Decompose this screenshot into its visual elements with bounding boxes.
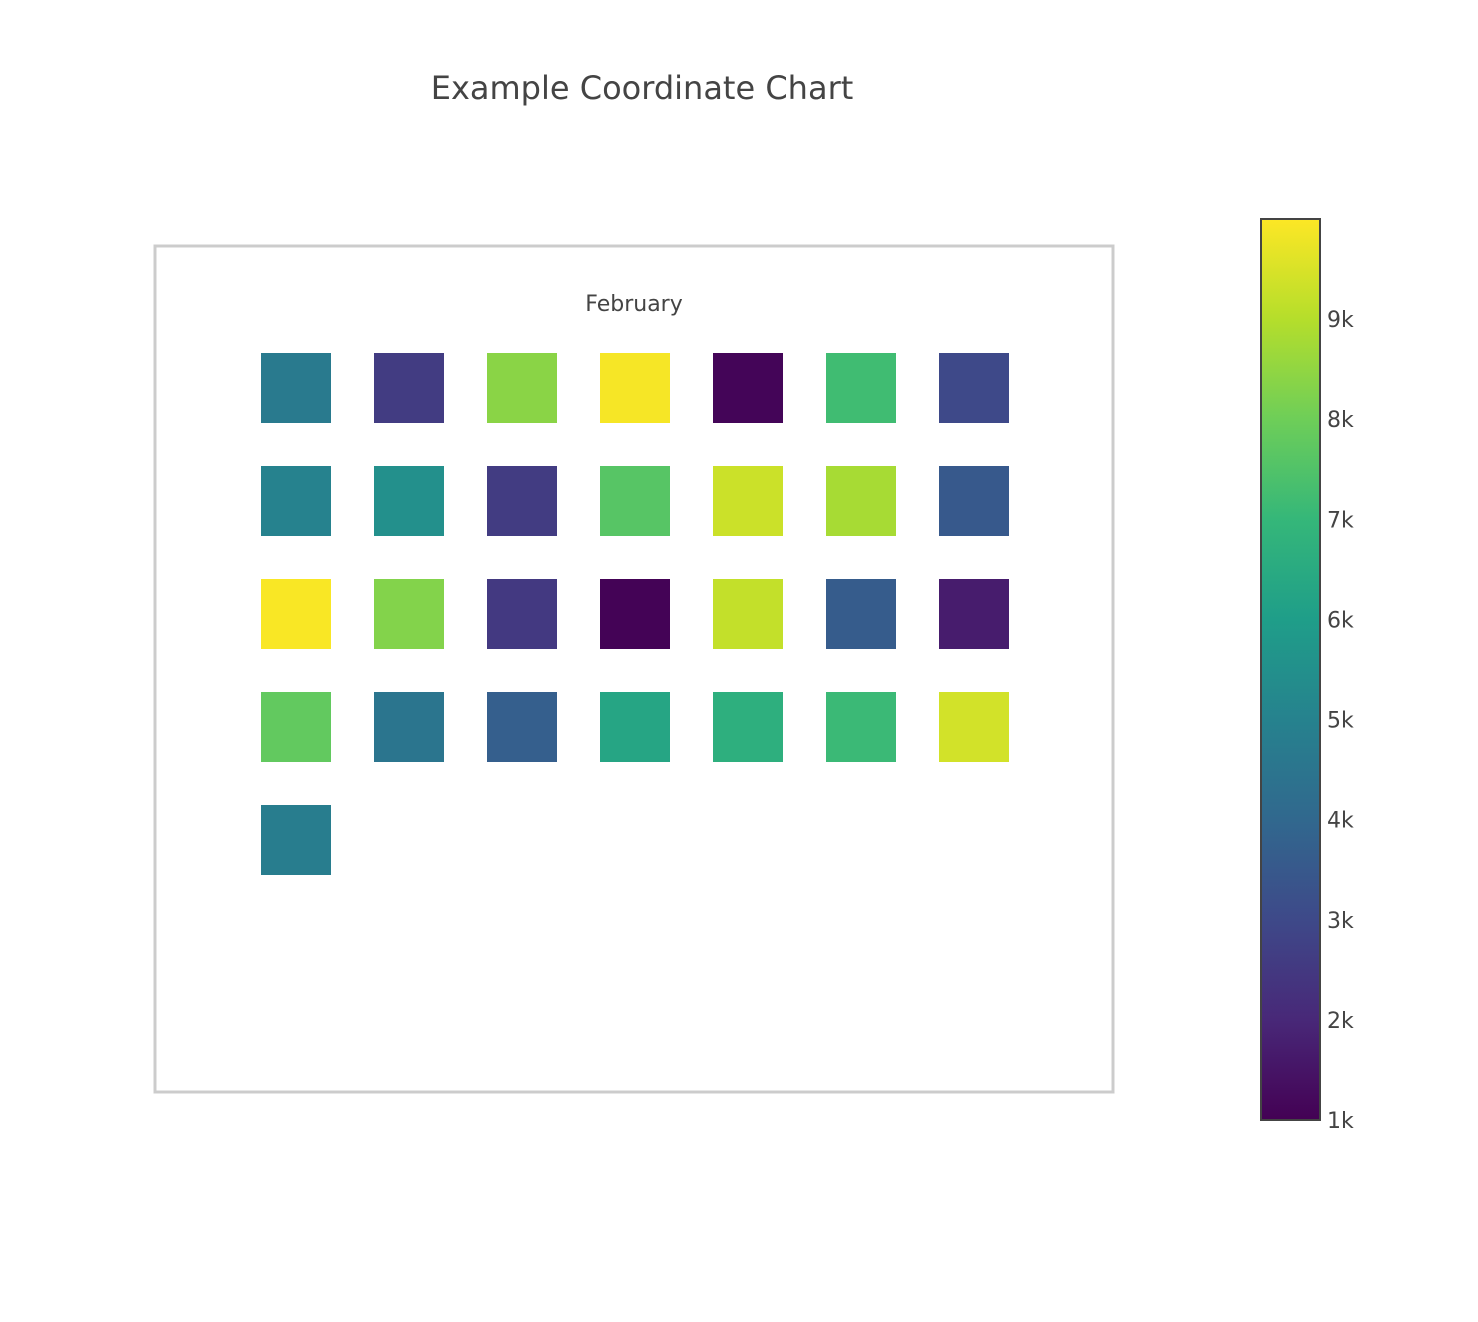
colorbar-tick-label: 8k [1327, 408, 1354, 433]
colorbar-tick-label: 5k [1327, 709, 1354, 734]
heatmap-cell [600, 353, 670, 423]
colorbar-tick-label: 6k [1327, 608, 1354, 633]
colorbar-ticks: 1k 2k 3k 4k 5k 6k 7k 8k 9k [1327, 308, 1354, 1134]
heatmap-cell [939, 353, 1009, 423]
heatmap-cell [487, 692, 557, 762]
heatmap-cell [713, 692, 783, 762]
colorbar-tick-label: 7k [1327, 508, 1354, 533]
heatmap-cell [487, 466, 557, 536]
heatmap-cell [713, 579, 783, 649]
heatmap-cell [939, 466, 1009, 536]
colorbar-tick-label: 4k [1327, 809, 1354, 834]
heatmap-cell [261, 353, 331, 423]
heatmap-cell [826, 466, 896, 536]
colorbar-tick-label: 1k [1327, 1109, 1354, 1134]
heatmap-cell [713, 353, 783, 423]
heatmap-cell [261, 805, 331, 875]
heatmap-cell [939, 579, 1009, 649]
heatmap-cell [374, 692, 444, 762]
panel-border [153, 244, 1115, 1094]
heatmap-cell [261, 466, 331, 536]
heatmap-cell [374, 579, 444, 649]
chart-title: Example Coordinate Chart [431, 69, 854, 107]
heatmap-cell [261, 692, 331, 762]
heatmap-cells [261, 353, 1009, 875]
heatmap-cell [374, 466, 444, 536]
heatmap-cell [600, 466, 670, 536]
colorbar-tick-label: 3k [1327, 909, 1354, 934]
heatmap-cell [600, 692, 670, 762]
heatmap-cell [374, 353, 444, 423]
heatmap-cell [713, 466, 783, 536]
colorbar [1260, 218, 1321, 1121]
heatmap-cell [826, 692, 896, 762]
heatmap-cell [261, 579, 331, 649]
heatmap-cell [600, 579, 670, 649]
heatmap-cell [826, 353, 896, 423]
heatmap-cell [826, 579, 896, 649]
panel-title: February [585, 292, 683, 317]
colorbar-tick-label: 9k [1327, 308, 1354, 333]
heatmap-cell [487, 353, 557, 423]
heatmap-cell [487, 579, 557, 649]
heatmap-cell [939, 692, 1009, 762]
colorbar-tick-label: 2k [1327, 1009, 1354, 1034]
